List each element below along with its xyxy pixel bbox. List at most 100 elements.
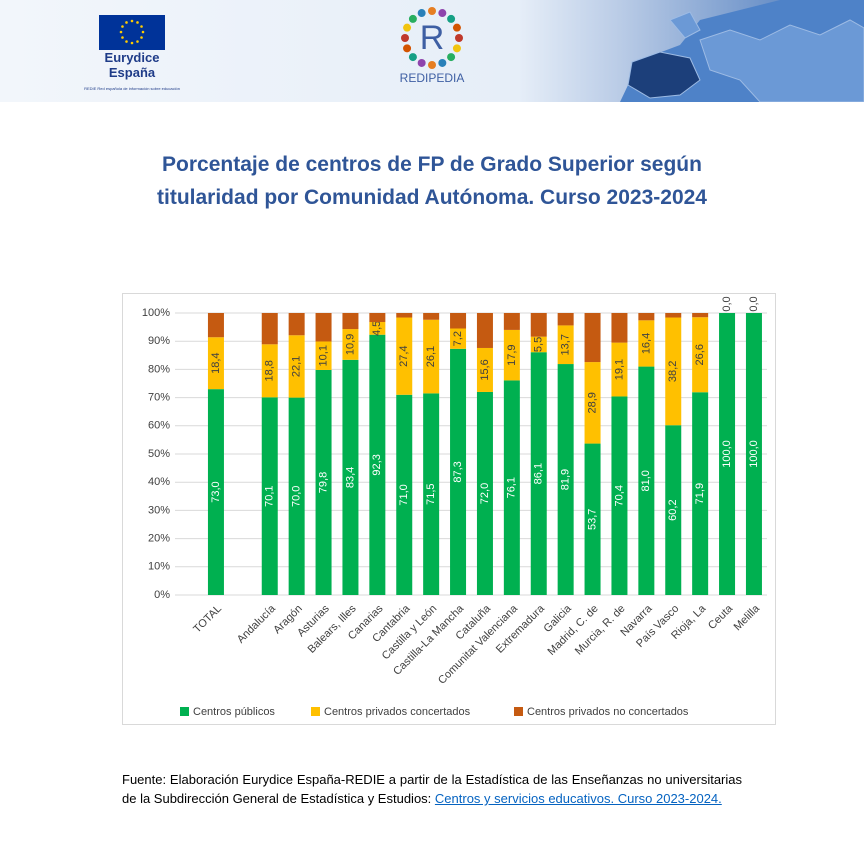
- bar-segment: [665, 425, 682, 595]
- bar-segment: [342, 359, 359, 595]
- bar-segment: [207, 337, 224, 390]
- logo-tagline: REDIE Red española de información sobre …: [84, 86, 180, 91]
- logo-name: Eurydice: [105, 50, 160, 65]
- eurydice-logo: Eurydice España REDIE Red española de in…: [84, 15, 180, 91]
- bar-segment: [719, 313, 736, 595]
- bar-segment: [207, 389, 224, 595]
- bar-segment: [369, 322, 386, 335]
- value-label: 22,1: [291, 356, 303, 377]
- bar-segment: [288, 397, 305, 595]
- bar-segment: [665, 313, 682, 318]
- bar-segment: [342, 329, 359, 360]
- value-label: 0,0: [748, 296, 760, 311]
- bar-segment: [584, 362, 601, 444]
- bar-segment: [423, 393, 440, 595]
- ring-dot: [401, 34, 409, 42]
- value-label: 18,8: [264, 360, 276, 381]
- flag-star: [121, 25, 124, 28]
- source-link[interactable]: Centros y servicios educativos. Curso 20…: [434, 791, 722, 806]
- bar-segment: [530, 352, 547, 595]
- bar-segment: [476, 313, 493, 348]
- value-label: 15,6: [479, 359, 491, 380]
- bar-segment: [611, 313, 628, 343]
- flag-star: [125, 21, 128, 24]
- y-tick-label: 10%: [148, 561, 170, 573]
- ring-dot: [428, 61, 436, 69]
- value-label: 5,5: [533, 337, 545, 352]
- value-label: 26,6: [694, 344, 706, 365]
- legend-label: Centros privados no concertados: [527, 706, 689, 718]
- bar-segment: [692, 313, 709, 318]
- ring-dot: [438, 9, 447, 18]
- flag-star: [121, 36, 124, 39]
- legend-swatch: [180, 707, 189, 716]
- value-label: 10,9: [344, 334, 356, 355]
- logo-letter: R: [420, 19, 445, 57]
- value-label: 100,0: [721, 440, 733, 468]
- chart-title: Porcentaje de centros de FP de Grado Sup…: [157, 153, 707, 209]
- ring-dot: [408, 53, 417, 62]
- bar-segment: [745, 313, 762, 595]
- bar-segment: [638, 320, 655, 367]
- value-label: 10,1: [317, 345, 329, 366]
- bar-segment: [369, 313, 386, 323]
- bar-segment: [207, 313, 224, 338]
- bar-segment: [476, 391, 493, 595]
- value-label: 38,2: [667, 361, 679, 382]
- value-label: 87,3: [452, 461, 464, 482]
- bar-segment: [557, 325, 574, 365]
- value-label: 70,1: [264, 485, 276, 506]
- bar-segment: [369, 334, 386, 595]
- bar-segment: [396, 317, 413, 395]
- flag-star: [136, 40, 139, 43]
- bar-segment: [450, 348, 467, 595]
- bar-segment: [315, 341, 332, 370]
- value-label: 83,4: [344, 467, 356, 488]
- value-label: 79,8: [317, 472, 329, 493]
- flag-star: [125, 40, 128, 43]
- ring-dot: [408, 14, 417, 23]
- value-label: 7,2: [452, 331, 464, 346]
- value-label: 72,0: [479, 483, 491, 504]
- value-label: 71,5: [425, 483, 437, 504]
- ring-dot: [403, 44, 412, 53]
- bar-segment: [638, 313, 655, 321]
- source-text: Fuente: Elaboración Eurydice España-REDI…: [122, 772, 742, 806]
- bar-segment: [450, 328, 467, 349]
- legend-swatch: [514, 707, 523, 716]
- value-label: 28,9: [586, 392, 598, 413]
- value-label: 18,4: [210, 352, 222, 373]
- value-label: 0,0: [721, 296, 733, 311]
- source-note: Fuente: Elaboración Eurydice España-REDI…: [122, 770, 742, 808]
- y-tick-label: 80%: [148, 363, 170, 375]
- value-label: 60,2: [667, 499, 679, 520]
- flag-star: [140, 25, 143, 28]
- value-label: 53,7: [586, 509, 598, 530]
- logo-country: España: [109, 65, 156, 80]
- bar-segment: [638, 366, 655, 595]
- y-tick-label: 20%: [148, 533, 170, 545]
- bar-segment: [503, 380, 520, 595]
- flag-star: [141, 30, 145, 34]
- value-label: 16,4: [640, 333, 652, 354]
- value-label: 73,0: [210, 481, 222, 502]
- header-banner: Eurydice España REDIE Red española de in…: [0, 0, 864, 102]
- value-label: 81,9: [560, 469, 572, 490]
- legend-swatch: [311, 707, 320, 716]
- value-label: 71,0: [398, 484, 410, 505]
- bar-segment: [557, 364, 574, 595]
- bar-segment: [261, 397, 278, 595]
- bar-segment: [503, 329, 520, 381]
- ring-dot: [417, 9, 426, 18]
- bar-segment: [423, 313, 440, 320]
- bar-segment: [611, 342, 628, 397]
- y-tick-label: 30%: [148, 504, 170, 516]
- value-label: 71,9: [694, 483, 706, 504]
- value-label: 19,1: [613, 359, 625, 380]
- bar-segment: [692, 392, 709, 595]
- value-label: 27,4: [398, 345, 410, 366]
- bar-segment: [476, 347, 493, 392]
- flag-star: [136, 21, 139, 24]
- bar-segment: [584, 313, 601, 363]
